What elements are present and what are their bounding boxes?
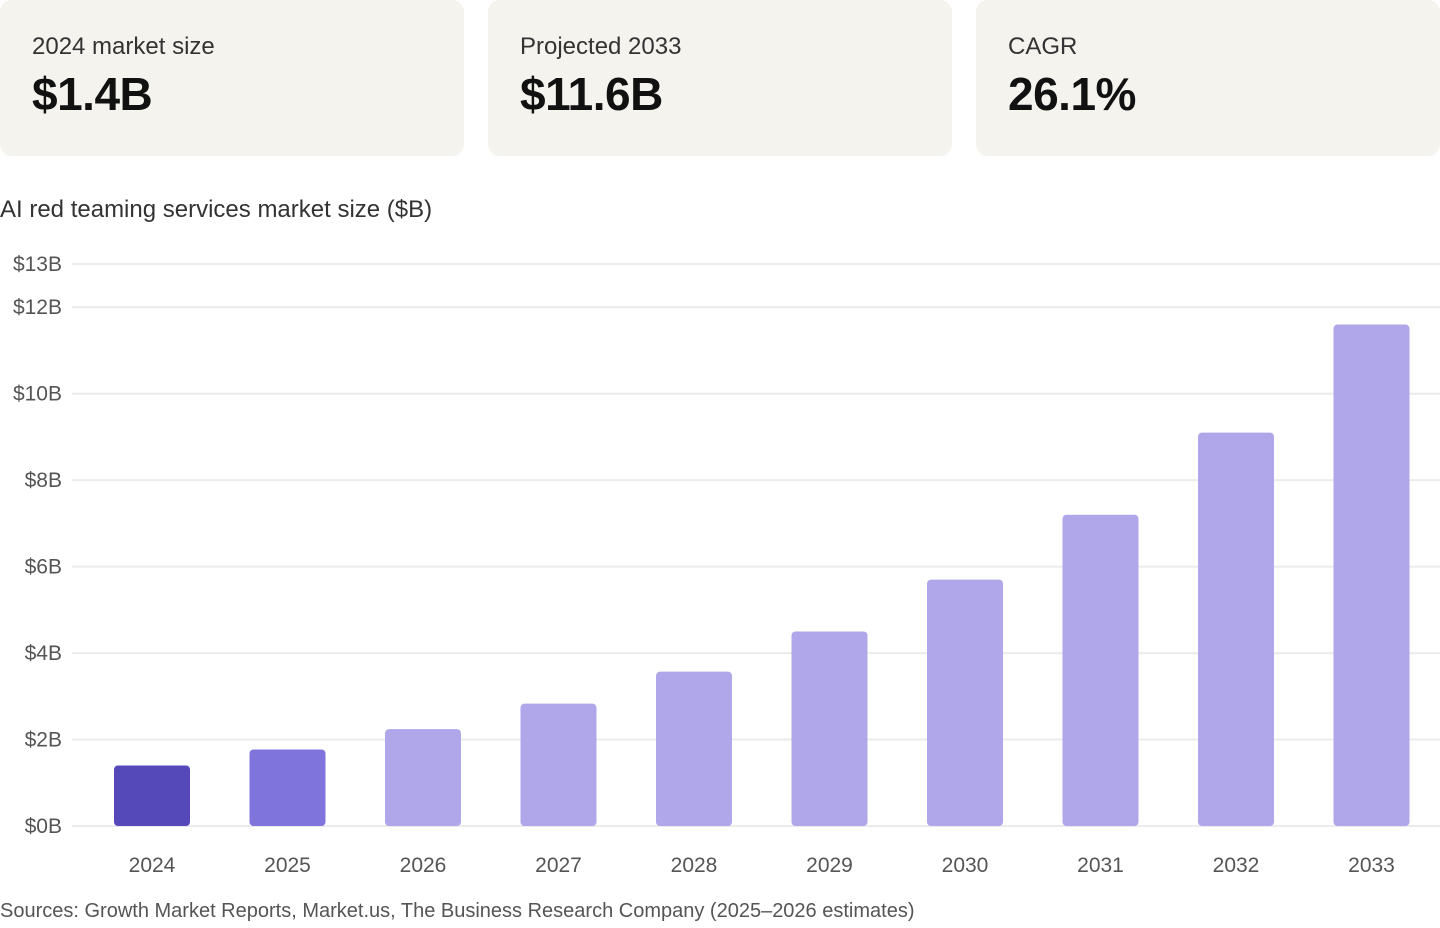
bar-2032 bbox=[1198, 432, 1274, 826]
x-tick-label: 2032 bbox=[1213, 854, 1260, 877]
stat-card-value: 26.1% bbox=[1008, 68, 1136, 120]
x-tick-label: 2025 bbox=[264, 854, 311, 877]
stat-card-2024-market-size: 2024 market size $1.4B bbox=[0, 0, 464, 156]
x-tick-label: 2031 bbox=[1077, 854, 1124, 877]
y-tick-label: $4B bbox=[25, 642, 62, 665]
bar-2031 bbox=[1062, 514, 1139, 826]
chart-title: AI red teaming services market size ($B) bbox=[0, 196, 433, 223]
y-tick-label: $13B bbox=[13, 253, 62, 276]
bar-chart: $0B $2B $4B $6B $8B $10B $12B $13B 2024 2025 2026 2… bbox=[0, 240, 1440, 890]
bar-2029 bbox=[791, 631, 868, 826]
y-tick-label: $12B bbox=[13, 296, 62, 319]
x-tick-label: 2028 bbox=[671, 854, 718, 877]
bar-2033 bbox=[1333, 324, 1410, 826]
y-tick-label: $8B bbox=[25, 469, 62, 492]
x-tick-label: 2030 bbox=[942, 854, 989, 877]
x-tick-label: 2024 bbox=[129, 854, 176, 877]
bar-2030 bbox=[927, 579, 1003, 826]
bar-2027 bbox=[520, 703, 597, 826]
y-tick-label: $2B bbox=[25, 729, 62, 752]
stat-card-label: CAGR bbox=[1008, 33, 1078, 60]
stat-card-projected-2033: Projected 2033 $11.6B bbox=[488, 0, 952, 156]
bar-2024 bbox=[114, 765, 190, 826]
stat-card-label: 2024 market size bbox=[32, 33, 215, 60]
x-tick-label: 2026 bbox=[400, 854, 447, 877]
x-tick-label: 2033 bbox=[1348, 854, 1395, 877]
source-note: Sources: Growth Market Reports, Market.u… bbox=[0, 900, 915, 922]
bar-2025 bbox=[249, 749, 326, 826]
bar-chart-svg: $0B $2B $4B $6B $8B $10B $12B $13B 2024 2025 2026 2… bbox=[13, 253, 1440, 877]
y-tick-label: $10B bbox=[13, 383, 62, 406]
stat-card-label: Projected 2033 bbox=[520, 33, 682, 60]
stat-card-cagr: CAGR 26.1% bbox=[976, 0, 1440, 156]
bar-2026 bbox=[385, 729, 461, 826]
x-tick-label: 2027 bbox=[535, 854, 582, 877]
stat-card-value: $11.6B bbox=[520, 68, 663, 120]
y-tick-label: $6B bbox=[25, 556, 62, 579]
x-tick-label: 2029 bbox=[806, 854, 853, 877]
stat-card-value: $1.4B bbox=[32, 68, 153, 120]
bar-2028 bbox=[656, 671, 732, 826]
y-tick-label: $0B bbox=[25, 815, 62, 838]
stat-cards: 2024 market size $1.4B Projected 2033 $1… bbox=[0, 0, 1440, 156]
